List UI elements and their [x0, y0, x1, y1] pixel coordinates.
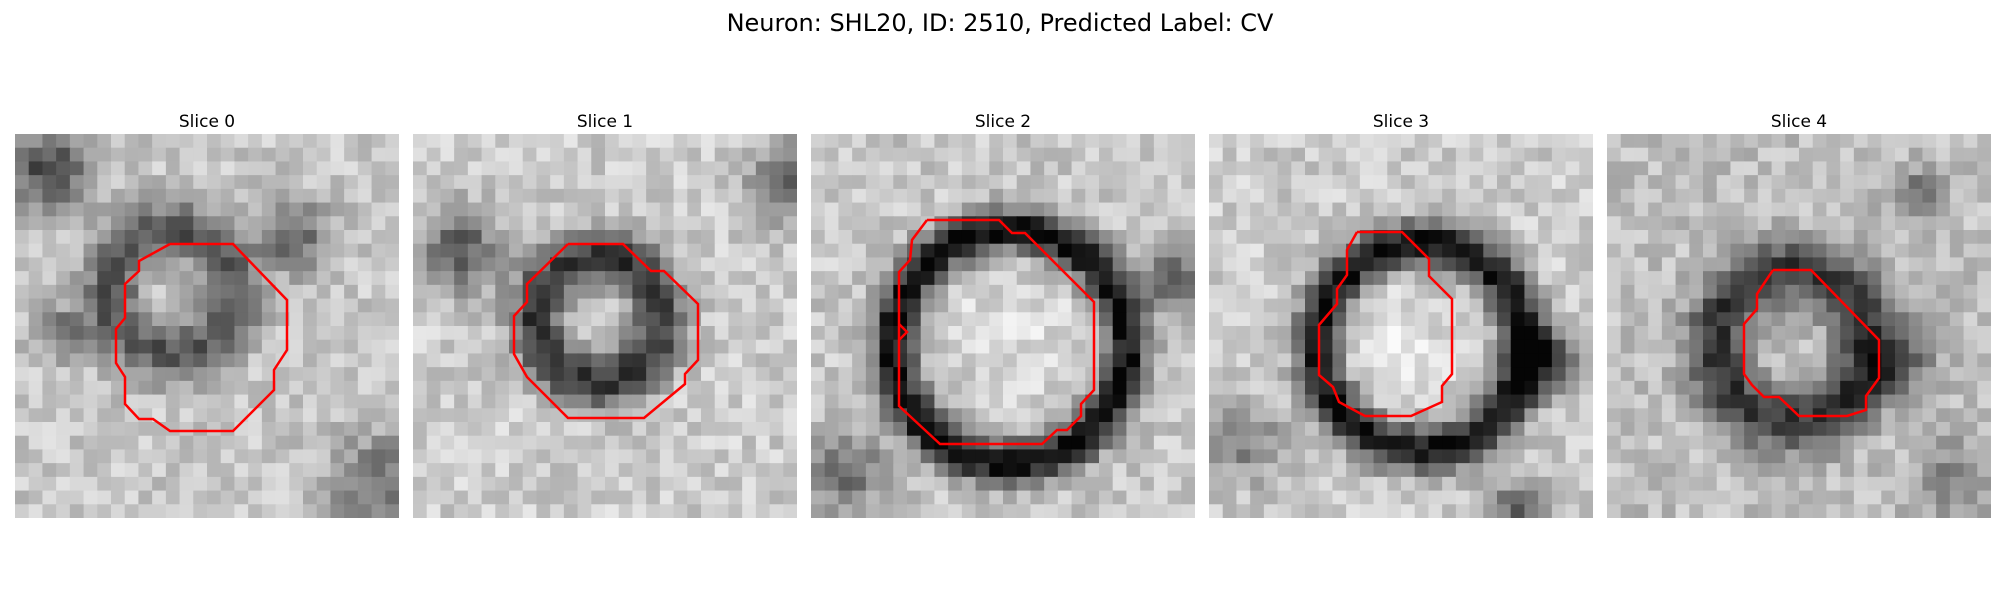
slice-1-grayscale-pixels: [413, 134, 797, 518]
slice-4-grayscale-pixels: [1607, 134, 1991, 518]
slice-0-contour: [114, 242, 289, 433]
slice-image-4: [1607, 134, 1991, 518]
slice-image-1: [413, 134, 797, 518]
slice-image-2: [811, 134, 1195, 518]
slice-4-contour: [1742, 268, 1881, 418]
slice-title-0: Slice 0: [178, 112, 236, 132]
slice-image-3: [1209, 134, 1593, 518]
slice-image-0: [15, 134, 399, 518]
slice-panel-1: Slice 1: [413, 110, 797, 518]
slice-3-grayscale-pixels: [1209, 134, 1593, 518]
slice-2-contour-notch: [898, 323, 909, 341]
slice-panel-3: Slice 3: [1209, 110, 1593, 518]
slice-2-contour: [897, 218, 1096, 446]
slice-panel-0: Slice 0: [15, 110, 399, 518]
slice-panel-4: Slice 4: [1607, 110, 1991, 518]
slice-title-1: Slice 1: [576, 112, 634, 132]
slice-0-grayscale-pixels: [15, 134, 399, 518]
slice-2-grayscale-pixels: [811, 134, 1195, 518]
slice-title-2: Slice 2: [974, 112, 1032, 132]
slice-1-contour: [512, 242, 700, 420]
slice-title-3: Slice 3: [1372, 112, 1430, 132]
figure-title: Neuron: SHL20, ID: 2510, Predicted Label…: [726, 9, 1274, 37]
slice-panel-2: Slice 2: [811, 110, 1195, 518]
slice-3-contour: [1317, 230, 1454, 418]
slice-title-4: Slice 4: [1770, 112, 1828, 132]
